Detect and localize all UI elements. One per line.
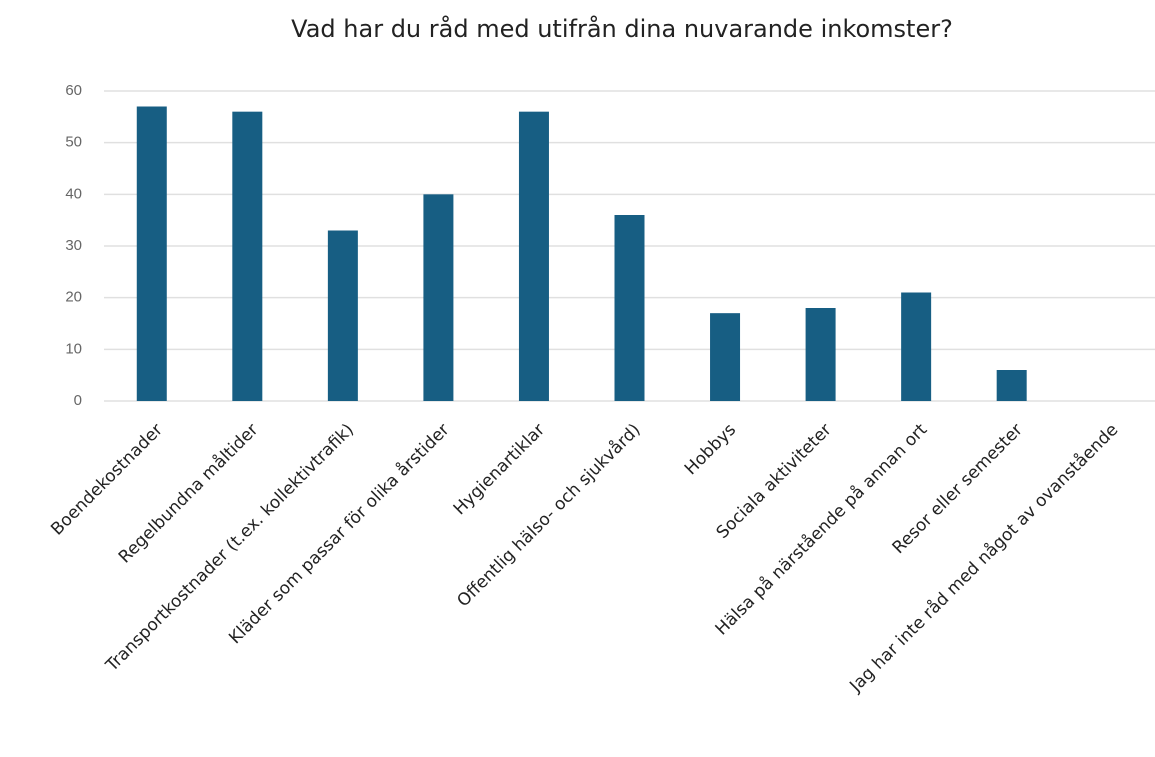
bar xyxy=(614,215,645,401)
x-tick-label: Offentlig hälso- och sjukvård) xyxy=(453,419,645,611)
bar xyxy=(996,370,1027,401)
y-tick-label: 10 xyxy=(65,340,82,357)
chart-title: Vad har du råd med utifrån dina nuvarand… xyxy=(291,14,953,43)
x-tick-label: Hygienartiklar xyxy=(450,420,549,519)
bar xyxy=(327,230,358,401)
y-tick-label: 0 xyxy=(74,392,82,409)
y-tick-label: 50 xyxy=(65,134,82,151)
bar xyxy=(518,111,549,402)
x-tick-label: Hobbys xyxy=(681,420,740,479)
y-tick-label: 20 xyxy=(65,289,82,306)
x-tick-label: Kläder som passar för olika årstider xyxy=(225,419,454,648)
x-tick-label: Hälsa på närstående på annan ort xyxy=(711,419,931,639)
bar xyxy=(805,308,836,401)
bar xyxy=(232,111,263,402)
y-tick-label: 40 xyxy=(65,185,82,202)
bar xyxy=(136,106,167,401)
bar xyxy=(901,292,932,401)
y-tick-label: 30 xyxy=(65,237,82,254)
bar xyxy=(710,313,741,401)
bar xyxy=(423,194,454,401)
y-tick-label: 60 xyxy=(65,82,82,99)
